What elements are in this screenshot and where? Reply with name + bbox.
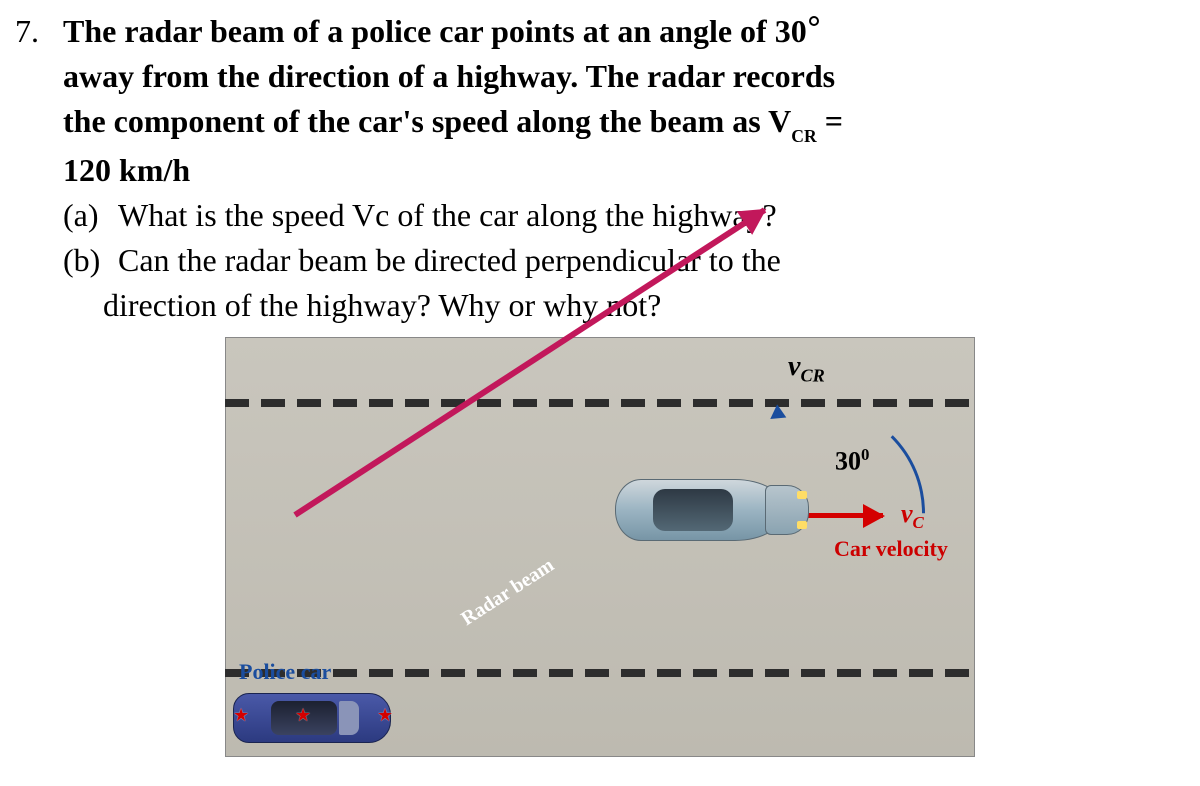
lane-dashes-bottom bbox=[225, 669, 975, 677]
vcr-symbol: v bbox=[788, 351, 800, 382]
stem-l3-eq: = bbox=[817, 103, 843, 139]
star-icon: ★ bbox=[295, 705, 311, 726]
police-car-label: Police car bbox=[239, 659, 331, 685]
stem-l3-pre: the component of the car's speed along t… bbox=[63, 103, 791, 139]
stem-line-2: away from the direction of a highway. Th… bbox=[63, 55, 1185, 98]
stem-l3-sub: CR bbox=[791, 126, 816, 146]
moving-car-icon bbox=[615, 455, 815, 567]
lane-dashes-top bbox=[225, 399, 975, 407]
stem-line-4: 120 km/h bbox=[63, 149, 1185, 192]
stem-line-3: the component of the car's speed along t… bbox=[63, 100, 1185, 146]
angle-label: 300 bbox=[835, 445, 869, 477]
qa-label: (a) bbox=[63, 194, 118, 237]
question-b-row: (b) Can the radar beam be directed perpe… bbox=[15, 239, 1185, 282]
problem-line-1: 7. The radar beam of a police car points… bbox=[15, 10, 1185, 53]
degree-icon bbox=[809, 16, 819, 26]
angle-value: 30 bbox=[835, 447, 861, 476]
question-a-row: (a) What is the speed Vc of the car alon… bbox=[15, 194, 1185, 237]
problem-line-4: 120 km/h bbox=[15, 149, 1185, 192]
angle-sup: 0 bbox=[861, 445, 869, 464]
stem-line-1: The radar beam of a police car points at… bbox=[63, 10, 1185, 53]
problem-number: 7. bbox=[15, 13, 63, 50]
arrow-right-icon bbox=[863, 504, 885, 528]
qb-label: (b) bbox=[63, 239, 118, 282]
star-icon: ★ bbox=[233, 705, 249, 726]
car-velocity-label: Car velocity bbox=[834, 536, 948, 562]
qb-cont: direction of the highway? Why or why not… bbox=[63, 284, 661, 327]
diagram-wrap: Radar beam Police car ★ ★ ★ vCR 300 vC C… bbox=[15, 337, 1185, 757]
problem-line-3: the component of the car's speed along t… bbox=[15, 100, 1185, 146]
qa-text: What is the speed Vc of the car along th… bbox=[118, 194, 777, 237]
diagram: Radar beam Police car ★ ★ ★ vCR 300 vC C… bbox=[225, 337, 975, 757]
star-icon: ★ bbox=[377, 705, 393, 726]
vc-label: vC bbox=[901, 499, 924, 533]
vcr-label: vCR bbox=[788, 351, 825, 387]
vc-sub: C bbox=[913, 513, 924, 532]
question-b-cont-row: direction of the highway? Why or why not… bbox=[15, 284, 1185, 327]
police-car-icon bbox=[233, 689, 391, 747]
problem-line-2: away from the direction of a highway. Th… bbox=[15, 55, 1185, 98]
stem-l1-text: The radar beam of a police car points at… bbox=[63, 13, 807, 49]
problem-container: 7. The radar beam of a police car points… bbox=[15, 10, 1185, 757]
qb-text: Can the radar beam be directed perpendic… bbox=[118, 239, 1185, 282]
vc-symbol: v bbox=[901, 499, 913, 528]
vcr-sub: CR bbox=[800, 366, 824, 386]
